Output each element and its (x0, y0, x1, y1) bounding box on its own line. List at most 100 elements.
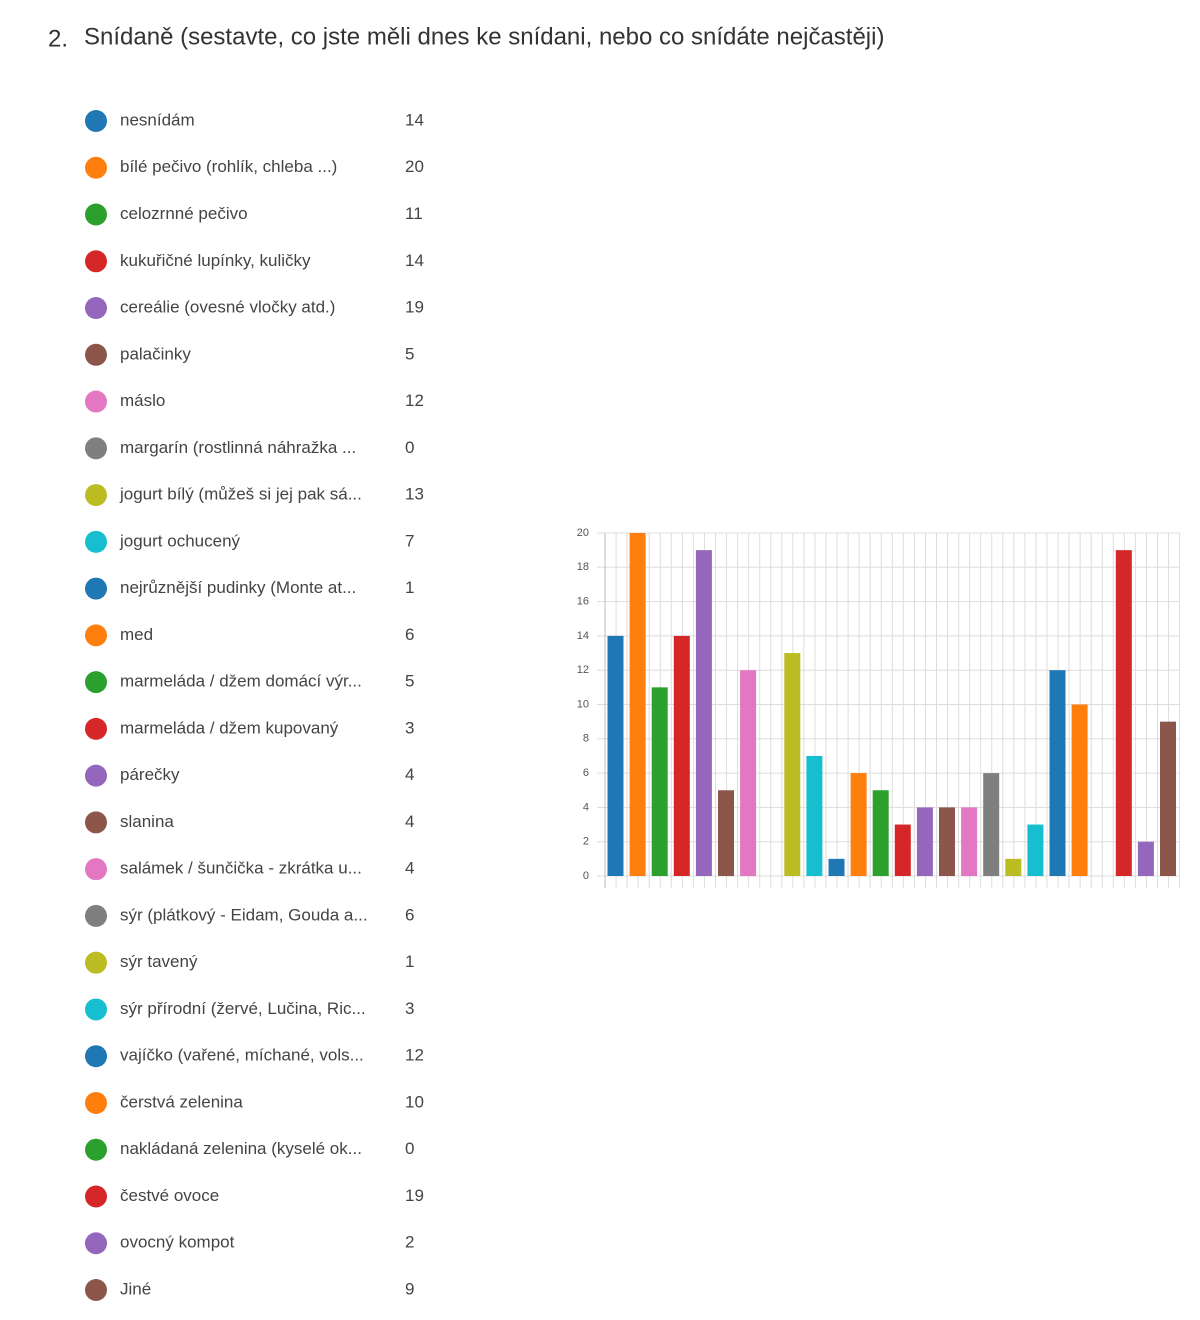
y-tick-label: 16 (577, 596, 589, 608)
legend-count: 0 (405, 438, 414, 457)
legend-label: salámek / šunčička - zkrátka u... (120, 859, 362, 878)
bar (784, 653, 801, 876)
legend-label: jogurt ochucený (119, 531, 241, 550)
legend-count: 12 (405, 1046, 424, 1065)
legend-swatch (85, 390, 107, 413)
legend-swatch (85, 951, 107, 974)
legend-label: slanina (120, 812, 174, 831)
legend-swatch (85, 530, 107, 553)
legend-label: celozrnné pečivo (120, 204, 248, 223)
legend-count: 3 (405, 718, 414, 737)
legend-swatch (85, 577, 107, 600)
bar (894, 824, 911, 876)
legend-label: sýr přírodní (žervé, Lučina, Ric... (120, 999, 366, 1018)
y-tick-label: 14 (577, 630, 589, 642)
legend-label: nesnídám (120, 110, 195, 129)
bar (607, 635, 624, 876)
legend-count: 13 (405, 485, 424, 504)
legend-count: 12 (405, 391, 424, 410)
legend-label: kukuřičné lupínky, kuličky (120, 251, 311, 270)
legend-label: čerstvá zelenina (120, 1092, 243, 1111)
legend-count: 4 (405, 765, 414, 784)
legend-swatch (85, 717, 107, 740)
legend-label: marmeláda / džem kupovaný (120, 718, 339, 737)
legend-count: 2 (405, 1233, 414, 1252)
legend-label: sýr tavený (120, 952, 198, 971)
bar (1071, 704, 1088, 876)
y-tick-label: 18 (577, 561, 589, 573)
bar (1027, 824, 1044, 876)
legend-label: sýr (plátkový - Eidam, Gouda a... (120, 905, 368, 924)
bar (1137, 841, 1154, 876)
legend-swatch (85, 437, 107, 460)
legend-label: máslo (120, 391, 165, 410)
legend-count: 1 (405, 952, 414, 971)
legend-swatch (85, 1279, 107, 1301)
legend-count: 6 (405, 905, 414, 924)
y-tick-label: 10 (577, 698, 589, 710)
legend-label: marmeláda / džem domácí výr... (120, 672, 362, 691)
legend-count: 9 (405, 1279, 414, 1298)
legend-count: 0 (405, 1139, 414, 1158)
legend-count: 10 (405, 1092, 424, 1111)
legend-swatch (85, 764, 107, 787)
bar (1160, 721, 1176, 876)
bar (939, 807, 955, 876)
legend-swatch (85, 998, 107, 1021)
bar (850, 773, 867, 876)
legend-swatch (85, 671, 107, 694)
y-tick-label: 4 (583, 801, 589, 813)
legend-count: 4 (405, 859, 414, 878)
legend-label: med (120, 625, 153, 644)
legend-swatch (85, 1232, 107, 1255)
legend-swatch (85, 904, 107, 927)
y-tick-label: 2 (583, 836, 589, 848)
legend-count: 20 (405, 157, 424, 176)
legend-swatch (85, 484, 107, 507)
bar (961, 807, 978, 876)
legend-label: nejrůznější pudinky (Monte at... (120, 578, 356, 597)
legend-swatch (85, 343, 107, 366)
legend-swatch (85, 624, 107, 647)
bar (983, 773, 1000, 876)
legend-count: 3 (405, 999, 414, 1018)
bar (828, 858, 845, 876)
legend-count: 14 (405, 251, 424, 270)
legend-count: 14 (405, 110, 424, 129)
legend-swatch (85, 811, 107, 834)
legend-label: vajíčko (vařené, míchané, vols... (120, 1046, 364, 1065)
legend-count: 19 (405, 298, 424, 317)
legend-count: 6 (405, 625, 414, 644)
legend-count: 5 (405, 672, 414, 691)
bar (806, 755, 823, 876)
legend-swatch (85, 156, 107, 179)
y-tick-label: 12 (577, 664, 589, 676)
legend-label: cereálie (ovesné vločky atd.) (120, 298, 335, 317)
legend-swatch (85, 1185, 107, 1208)
bar (629, 533, 646, 876)
legend-swatch (85, 297, 107, 320)
legend-label: nakládaná zelenina (kyselé ok... (120, 1139, 362, 1158)
legend-count: 19 (405, 1186, 424, 1205)
legend-label: bílé pečivo (rohlík, chleba ...) (120, 157, 337, 176)
legend-swatch (85, 110, 107, 132)
legend-count: 7 (405, 531, 414, 550)
bar (872, 790, 889, 876)
question-number: 2. (48, 25, 68, 52)
bar (916, 807, 933, 876)
legend-count: 1 (405, 578, 414, 597)
y-tick-label: 20 (577, 527, 589, 539)
legend-swatch (85, 1138, 107, 1161)
y-tick-label: 6 (583, 767, 589, 779)
legend-label: margarín (rostlinná náhražka ... (120, 438, 356, 457)
legend-count: 11 (405, 204, 423, 223)
legend-swatch (85, 250, 107, 273)
question-title: Snídaně (sestavte, co jste měli dnes ke … (84, 23, 884, 50)
legend-label: Jiné (120, 1279, 151, 1298)
legend-swatch (85, 1045, 107, 1068)
legend-swatch (85, 203, 107, 226)
legend-label: čestvé ovoce (120, 1186, 219, 1205)
bar (1049, 670, 1066, 876)
bar (1115, 550, 1132, 876)
